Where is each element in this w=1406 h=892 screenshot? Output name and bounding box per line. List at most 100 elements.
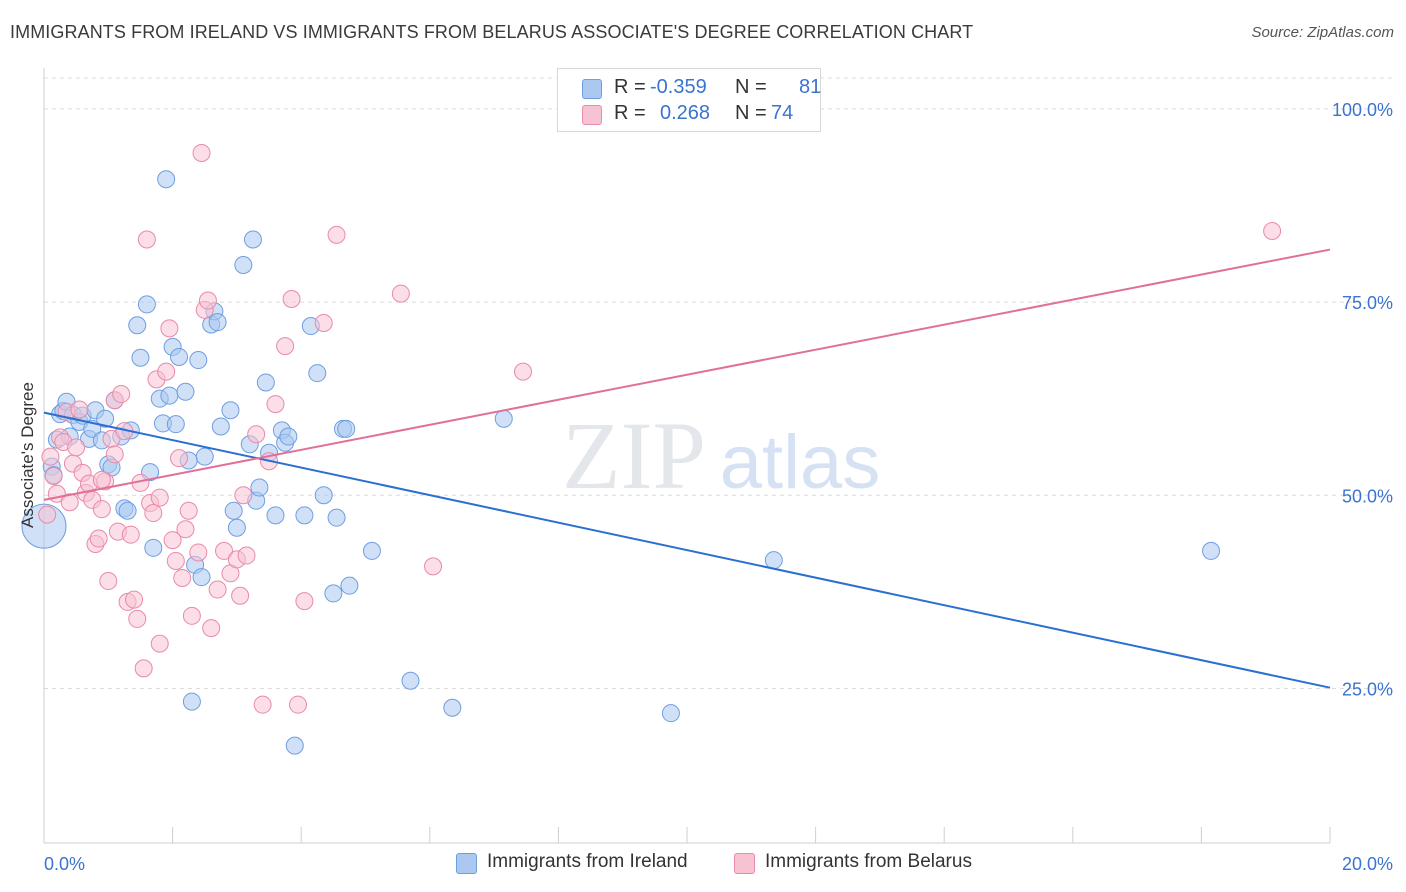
ireland-point bbox=[170, 347, 189, 366]
belarus-point bbox=[150, 488, 169, 507]
n-label: N = bbox=[735, 102, 767, 124]
x-tick-label: 20.0% bbox=[1342, 854, 1393, 874]
watermark-zip: ZIP bbox=[562, 402, 706, 509]
ireland-point bbox=[324, 584, 343, 603]
belarus-point bbox=[234, 486, 253, 505]
legend-label-ireland: Immigrants from Ireland bbox=[487, 851, 688, 872]
ireland-point bbox=[166, 415, 185, 434]
belarus-point bbox=[189, 543, 208, 562]
r-label: R = bbox=[614, 76, 646, 98]
belarus-point bbox=[67, 438, 86, 457]
belarus-point bbox=[276, 337, 295, 356]
ireland-point bbox=[243, 230, 262, 249]
watermark: ZIP atlas bbox=[562, 402, 880, 509]
y-tick-label: 100.0% bbox=[1332, 100, 1393, 120]
y-tick-label: 25.0% bbox=[1342, 679, 1393, 699]
ireland-point bbox=[494, 409, 513, 428]
source-label: Source: ZipAtlas.com bbox=[1251, 24, 1394, 41]
ireland-point bbox=[96, 409, 115, 428]
belarus-trend-line bbox=[43, 248, 1331, 501]
belarus-point bbox=[182, 606, 201, 625]
ireland-point bbox=[227, 518, 246, 537]
belarus-point bbox=[179, 501, 198, 520]
belarus-point bbox=[173, 568, 192, 587]
trend-lines bbox=[43, 248, 1331, 689]
ireland-point bbox=[234, 256, 253, 274]
belarus-point bbox=[134, 659, 153, 678]
ireland-point bbox=[182, 692, 201, 711]
belarus-point bbox=[170, 449, 189, 468]
belarus-point bbox=[163, 531, 182, 550]
belarus-point bbox=[202, 619, 221, 638]
ireland-point bbox=[157, 170, 176, 189]
r-label: R = bbox=[614, 102, 646, 124]
belarus-legend-swatch bbox=[734, 853, 755, 874]
belarus-point bbox=[198, 291, 217, 310]
data-points bbox=[21, 143, 1282, 755]
ireland-point bbox=[1202, 541, 1221, 560]
y-tick-label: 75.0% bbox=[1342, 293, 1393, 313]
chart-title: IMMIGRANTS FROM IRELAND VS IMMIGRANTS FR… bbox=[10, 22, 974, 42]
ireland-point bbox=[661, 704, 680, 723]
ireland-point bbox=[192, 568, 211, 587]
belarus-point bbox=[266, 395, 285, 414]
belarus-point bbox=[231, 586, 250, 605]
ireland-point bbox=[314, 486, 333, 505]
ireland-point bbox=[189, 351, 208, 370]
ireland-point bbox=[443, 698, 462, 717]
ireland-point bbox=[195, 447, 214, 466]
n-label: N = bbox=[735, 76, 767, 98]
belarus-point bbox=[237, 546, 256, 565]
belarus-point bbox=[160, 319, 179, 338]
ireland-point bbox=[160, 386, 179, 405]
belarus-point bbox=[247, 425, 266, 444]
belarus-point bbox=[89, 529, 108, 548]
ireland-point bbox=[128, 316, 147, 335]
ireland-point bbox=[118, 501, 137, 520]
ireland-point bbox=[176, 382, 195, 401]
ireland-point bbox=[256, 373, 275, 392]
ireland-point bbox=[221, 401, 240, 420]
ireland-point bbox=[137, 295, 156, 314]
belarus-point bbox=[282, 290, 301, 308]
n-value: 81 bbox=[799, 76, 822, 98]
ireland-point bbox=[131, 348, 150, 367]
ireland-legend-swatch bbox=[456, 853, 477, 874]
belarus-point bbox=[208, 580, 227, 599]
belarus-point bbox=[112, 385, 131, 404]
belarus-point bbox=[166, 551, 185, 570]
ireland-swatch bbox=[582, 79, 602, 99]
ireland-point bbox=[266, 506, 285, 525]
r-value: 0.268 bbox=[660, 102, 711, 124]
belarus-point bbox=[105, 445, 124, 464]
belarus-point bbox=[253, 695, 272, 714]
belarus-point bbox=[192, 143, 211, 162]
belarus-point bbox=[38, 505, 57, 524]
ireland-point bbox=[327, 508, 346, 527]
belarus-point bbox=[215, 541, 234, 560]
x-tick-labels: 0.0% 20.0% bbox=[44, 854, 1393, 874]
belarus-point bbox=[99, 572, 118, 591]
n-value: 74 bbox=[771, 102, 794, 124]
belarus-point bbox=[314, 313, 333, 332]
ireland-point bbox=[362, 541, 381, 560]
ireland-point bbox=[285, 736, 304, 755]
belarus-point bbox=[60, 493, 79, 512]
ireland-point bbox=[208, 313, 227, 332]
belarus-swatch bbox=[582, 105, 602, 125]
belarus-point bbox=[125, 590, 144, 609]
ireland-point bbox=[401, 671, 420, 690]
belarus-point bbox=[176, 520, 195, 539]
belarus-point bbox=[391, 284, 410, 303]
ireland-point bbox=[308, 364, 327, 383]
belarus-point bbox=[41, 447, 60, 466]
belarus-point bbox=[44, 466, 63, 485]
y-tick-label: 50.0% bbox=[1342, 486, 1393, 506]
watermark-atlas: atlas bbox=[720, 420, 881, 505]
belarus-point bbox=[144, 504, 163, 523]
belarus-point bbox=[295, 592, 314, 611]
ireland-point bbox=[224, 501, 243, 520]
belarus-point bbox=[1263, 222, 1282, 240]
belarus-point bbox=[288, 695, 307, 714]
ireland-point bbox=[250, 478, 269, 497]
